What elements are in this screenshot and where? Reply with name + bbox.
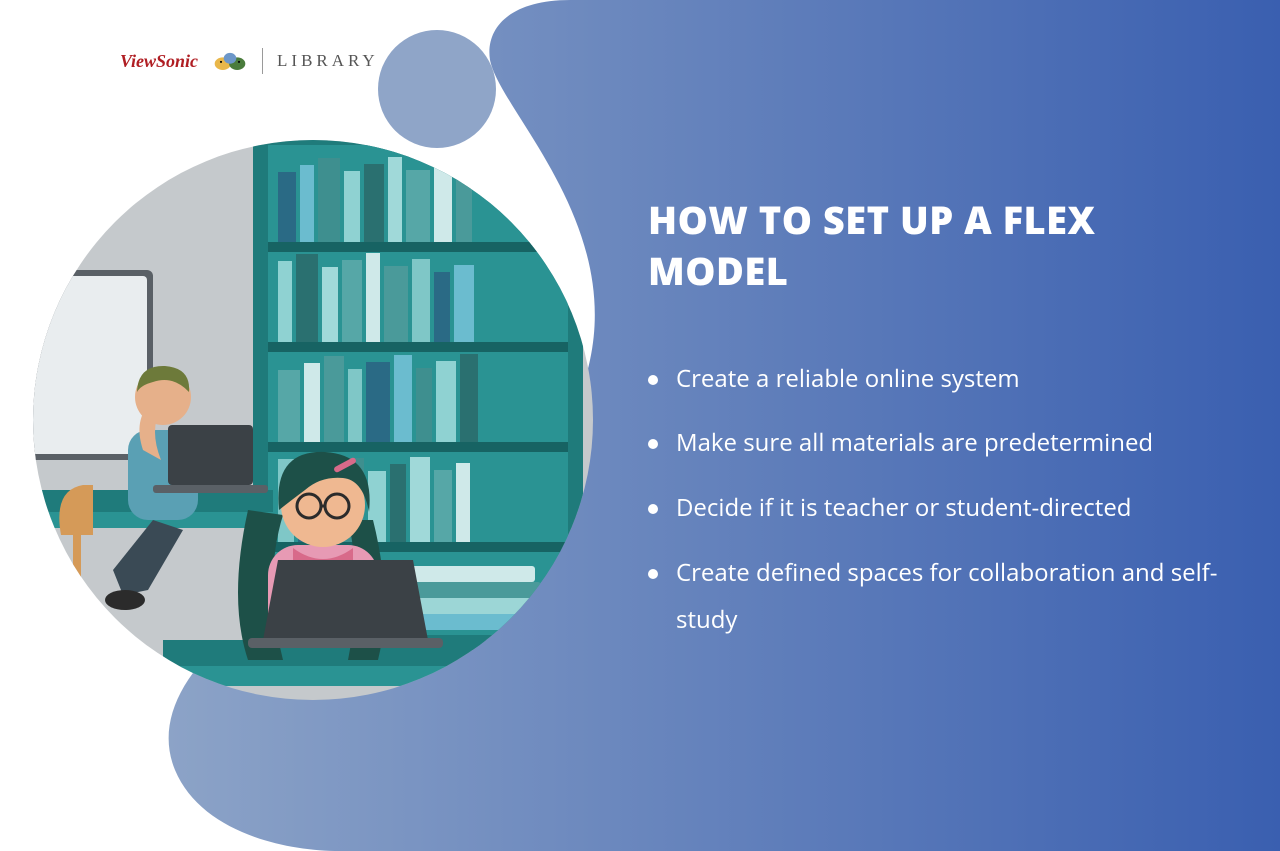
decorative-circle bbox=[378, 30, 496, 148]
library-label: LIBRARY bbox=[277, 51, 379, 71]
bullet-item: Create a reliable online system bbox=[648, 356, 1228, 403]
content-block: HOW TO SET UP A FLEX MODEL Create a reli… bbox=[648, 195, 1228, 662]
bullet-item: Make sure all materials are predetermine… bbox=[648, 420, 1228, 467]
illustration-circle bbox=[33, 140, 593, 700]
page-title: HOW TO SET UP A FLEX MODEL bbox=[648, 195, 1228, 298]
bullet-item: Decide if it is teacher or student-direc… bbox=[648, 485, 1228, 532]
header-logo: ViewSonic LIBRARY bbox=[120, 48, 379, 74]
bullet-list: Create a reliable online system Make sure… bbox=[648, 356, 1228, 644]
brand-wordmark: ViewSonic bbox=[120, 51, 198, 72]
logo-divider bbox=[262, 48, 263, 74]
bullet-item: Create defined spaces for collaboration … bbox=[648, 550, 1228, 644]
brand-birds-icon bbox=[212, 49, 248, 73]
